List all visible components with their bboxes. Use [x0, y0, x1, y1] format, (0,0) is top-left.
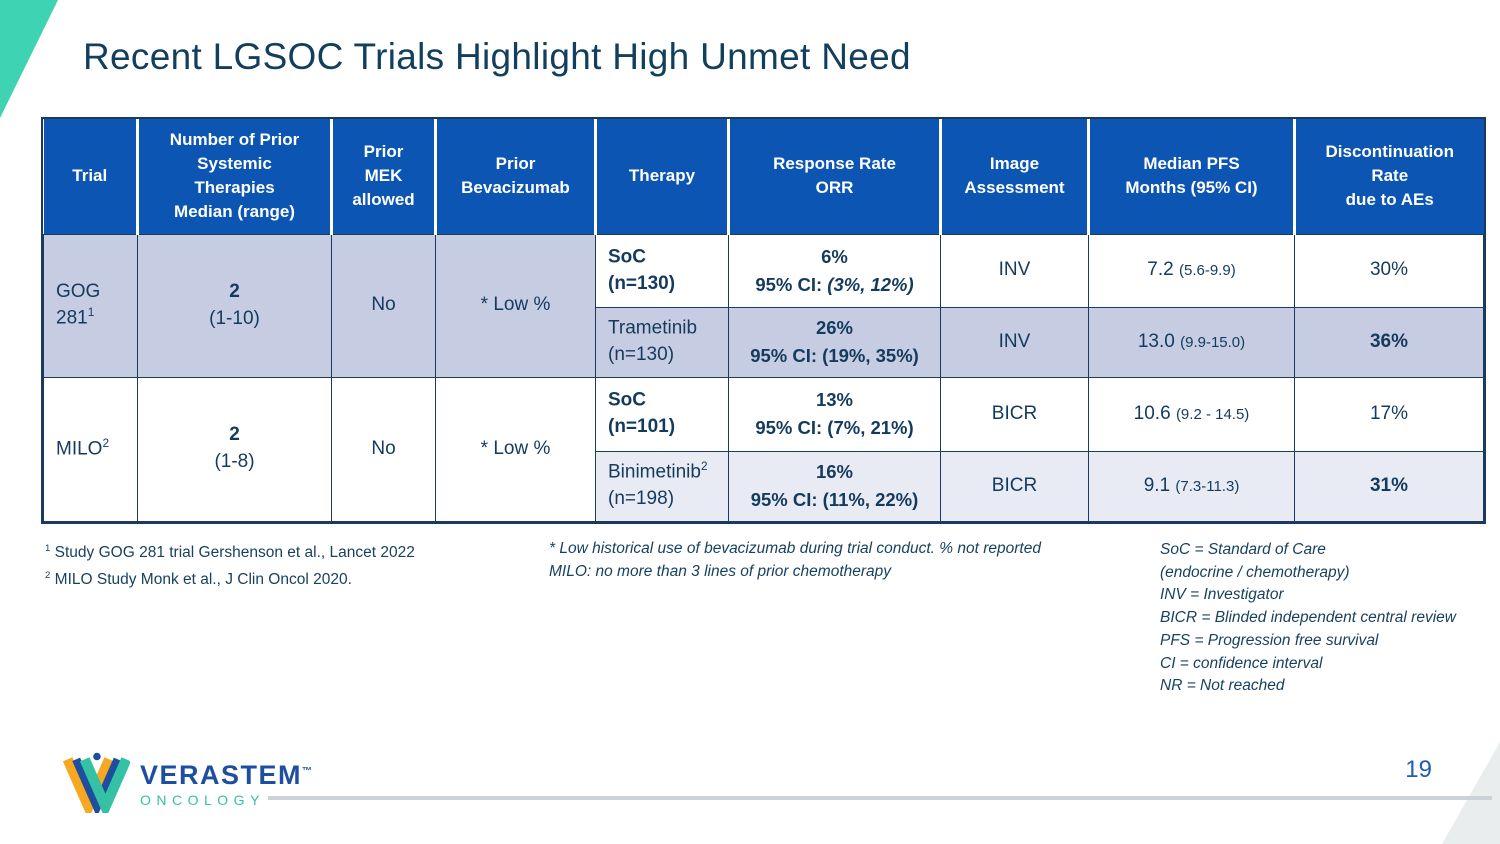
gray-corner-decoration	[1442, 742, 1500, 844]
cell-pfs-trametinib: 13.0 (9.9-15.0)	[1088, 306, 1295, 378]
abbr-nr: NR = Not reached	[1160, 677, 1285, 695]
header-median-pfs: Median PFS Months (95% CI)	[1088, 119, 1296, 234]
table-row: GOG 2811 2 (1-10) No * Low % SoC (n=130) 6…	[43, 233, 1484, 378]
footer-divider-line	[268, 796, 1492, 800]
table-row: Binimetinib2 (n=198) 16% 95% CI: (11%, 22%…	[44, 450, 1484, 522]
cell-disc-soc-milo: 17%	[1294, 376, 1484, 452]
table-row: Trametinib (n=130) 26% 95% CI: (19%, 35%) …	[44, 306, 1484, 378]
cell-pfs-soc-milo: 10.6 (9.2 - 14.5)	[1088, 376, 1295, 452]
header-trial: Trial	[43, 119, 139, 234]
abbr-bicr: BICR = Blinded independent central revie…	[1160, 609, 1456, 627]
verastem-logo-icon	[62, 751, 131, 820]
footnote-ref-1: 1 Study GOG 281 trial Gershenson et al.,…	[45, 543, 415, 562]
cell-mek-gog281: No	[331, 233, 436, 378]
cell-orr-soc-gog: 6% 95% CI: (3%, 12%)	[728, 233, 941, 308]
cell-therapy-soc-gog: SoC (n=130)	[595, 233, 729, 308]
abbreviation-legend: SoC = Standard of Care (endocrine / chem…	[1160, 539, 1456, 698]
cell-therapy-trametinib: Trametinib (n=130)	[595, 306, 729, 378]
cell-assessment-soc-milo: BICR	[940, 376, 1089, 452]
table-row: MILO2 2 (1-8) No * Low % SoC (n=101) 13% 95…	[43, 376, 1484, 522]
cell-median-gog281: 2 (1-10)	[137, 233, 332, 378]
cell-assessment-soc-gog: INV	[940, 233, 1089, 308]
cell-bev-milo: * Low %	[435, 376, 596, 522]
cell-pfs-binimetinib: 9.1 (7.3-11.3)	[1088, 450, 1295, 522]
abbr-ci: CI = confidence interval	[1160, 654, 1323, 672]
abbr-soc-detail: (endocrine / chemotherapy)	[1160, 563, 1350, 581]
header-prior-mek: Prior MEK allowed	[331, 119, 437, 234]
cell-bev-gog281: * Low %	[435, 233, 596, 378]
trademark-symbol: ™	[302, 766, 314, 777]
cell-median-milo: 2 (1-8)	[137, 376, 332, 522]
cell-disc-trametinib: 36%	[1294, 306, 1484, 378]
abbr-soc: SoC = Standard of Care	[1160, 541, 1326, 558]
header-prior-therapies: Number of Prior Systemic Therapies Media…	[137, 119, 333, 234]
verastem-logo-text: VERASTEM™ ONCOLOGY	[140, 760, 314, 808]
cell-disc-soc-gog: 30%	[1294, 233, 1484, 308]
cell-disc-binimetinib: 31%	[1294, 450, 1484, 522]
footnote-references: 1 Study GOG 281 trial Gershenson et al.,…	[45, 537, 415, 591]
header-image-assessment: Image Assessment	[940, 119, 1090, 234]
verastem-logo: VERASTEM™ ONCOLOGY	[62, 751, 314, 820]
cell-orr-soc-milo: 13% 95% CI: (7%, 21%)	[728, 376, 941, 452]
teal-corner-decoration	[0, 0, 58, 118]
page-number: 19	[1405, 756, 1432, 783]
verastem-logo-subtext: ONCOLOGY	[140, 792, 265, 808]
cell-assessment-binimetinib: BICR	[940, 450, 1089, 522]
page-title: Recent LGSOC Trials Highlight High Unmet…	[83, 36, 911, 77]
footnote-milo-lines: MILO: no more than 3 lines of prior chem…	[549, 563, 892, 580]
footnote-notes: * Low historical use of bevacizumab duri…	[549, 537, 1041, 583]
cell-therapy-soc-milo: SoC (n=101)	[595, 376, 729, 452]
abbr-inv: INV = Investigator	[1160, 586, 1284, 604]
footnote-bevacizumab: * Low historical use of bevacizumab duri…	[549, 540, 1041, 557]
table-header-row: Trial Number of Prior Systemic Therapies…	[43, 119, 1484, 234]
header-discontinuation: Discontinuation Rate due to AEs	[1294, 119, 1484, 234]
cell-mek-milo: No	[331, 376, 436, 522]
footnote-ref-2: 2 MILO Study Monk et al., J Clin Oncol 2…	[45, 570, 352, 589]
cell-orr-binimetinib: 16% 95% CI: (11%, 22%)	[728, 450, 941, 522]
cell-trial-gog281: GOG 2811	[43, 233, 138, 378]
cell-pfs-soc-gog: 7.2 (5.6-9.9)	[1088, 233, 1295, 308]
header-response-rate: Response Rate ORR	[728, 119, 942, 234]
cell-trial-milo: MILO2	[43, 376, 138, 522]
abbr-pfs: PFS = Progression free survival	[1160, 631, 1379, 649]
cell-therapy-binimetinib: Binimetinib2 (n=198)	[595, 450, 729, 522]
header-prior-bevacizumab: Prior Bevacizumab	[435, 119, 597, 234]
cell-orr-trametinib: 26% 95% CI: (19%, 35%)	[728, 306, 941, 378]
trials-table: Trial Number of Prior Systemic Therapies…	[41, 117, 1486, 524]
header-therapy: Therapy	[595, 119, 730, 234]
cell-assessment-trametinib: INV	[940, 306, 1089, 378]
